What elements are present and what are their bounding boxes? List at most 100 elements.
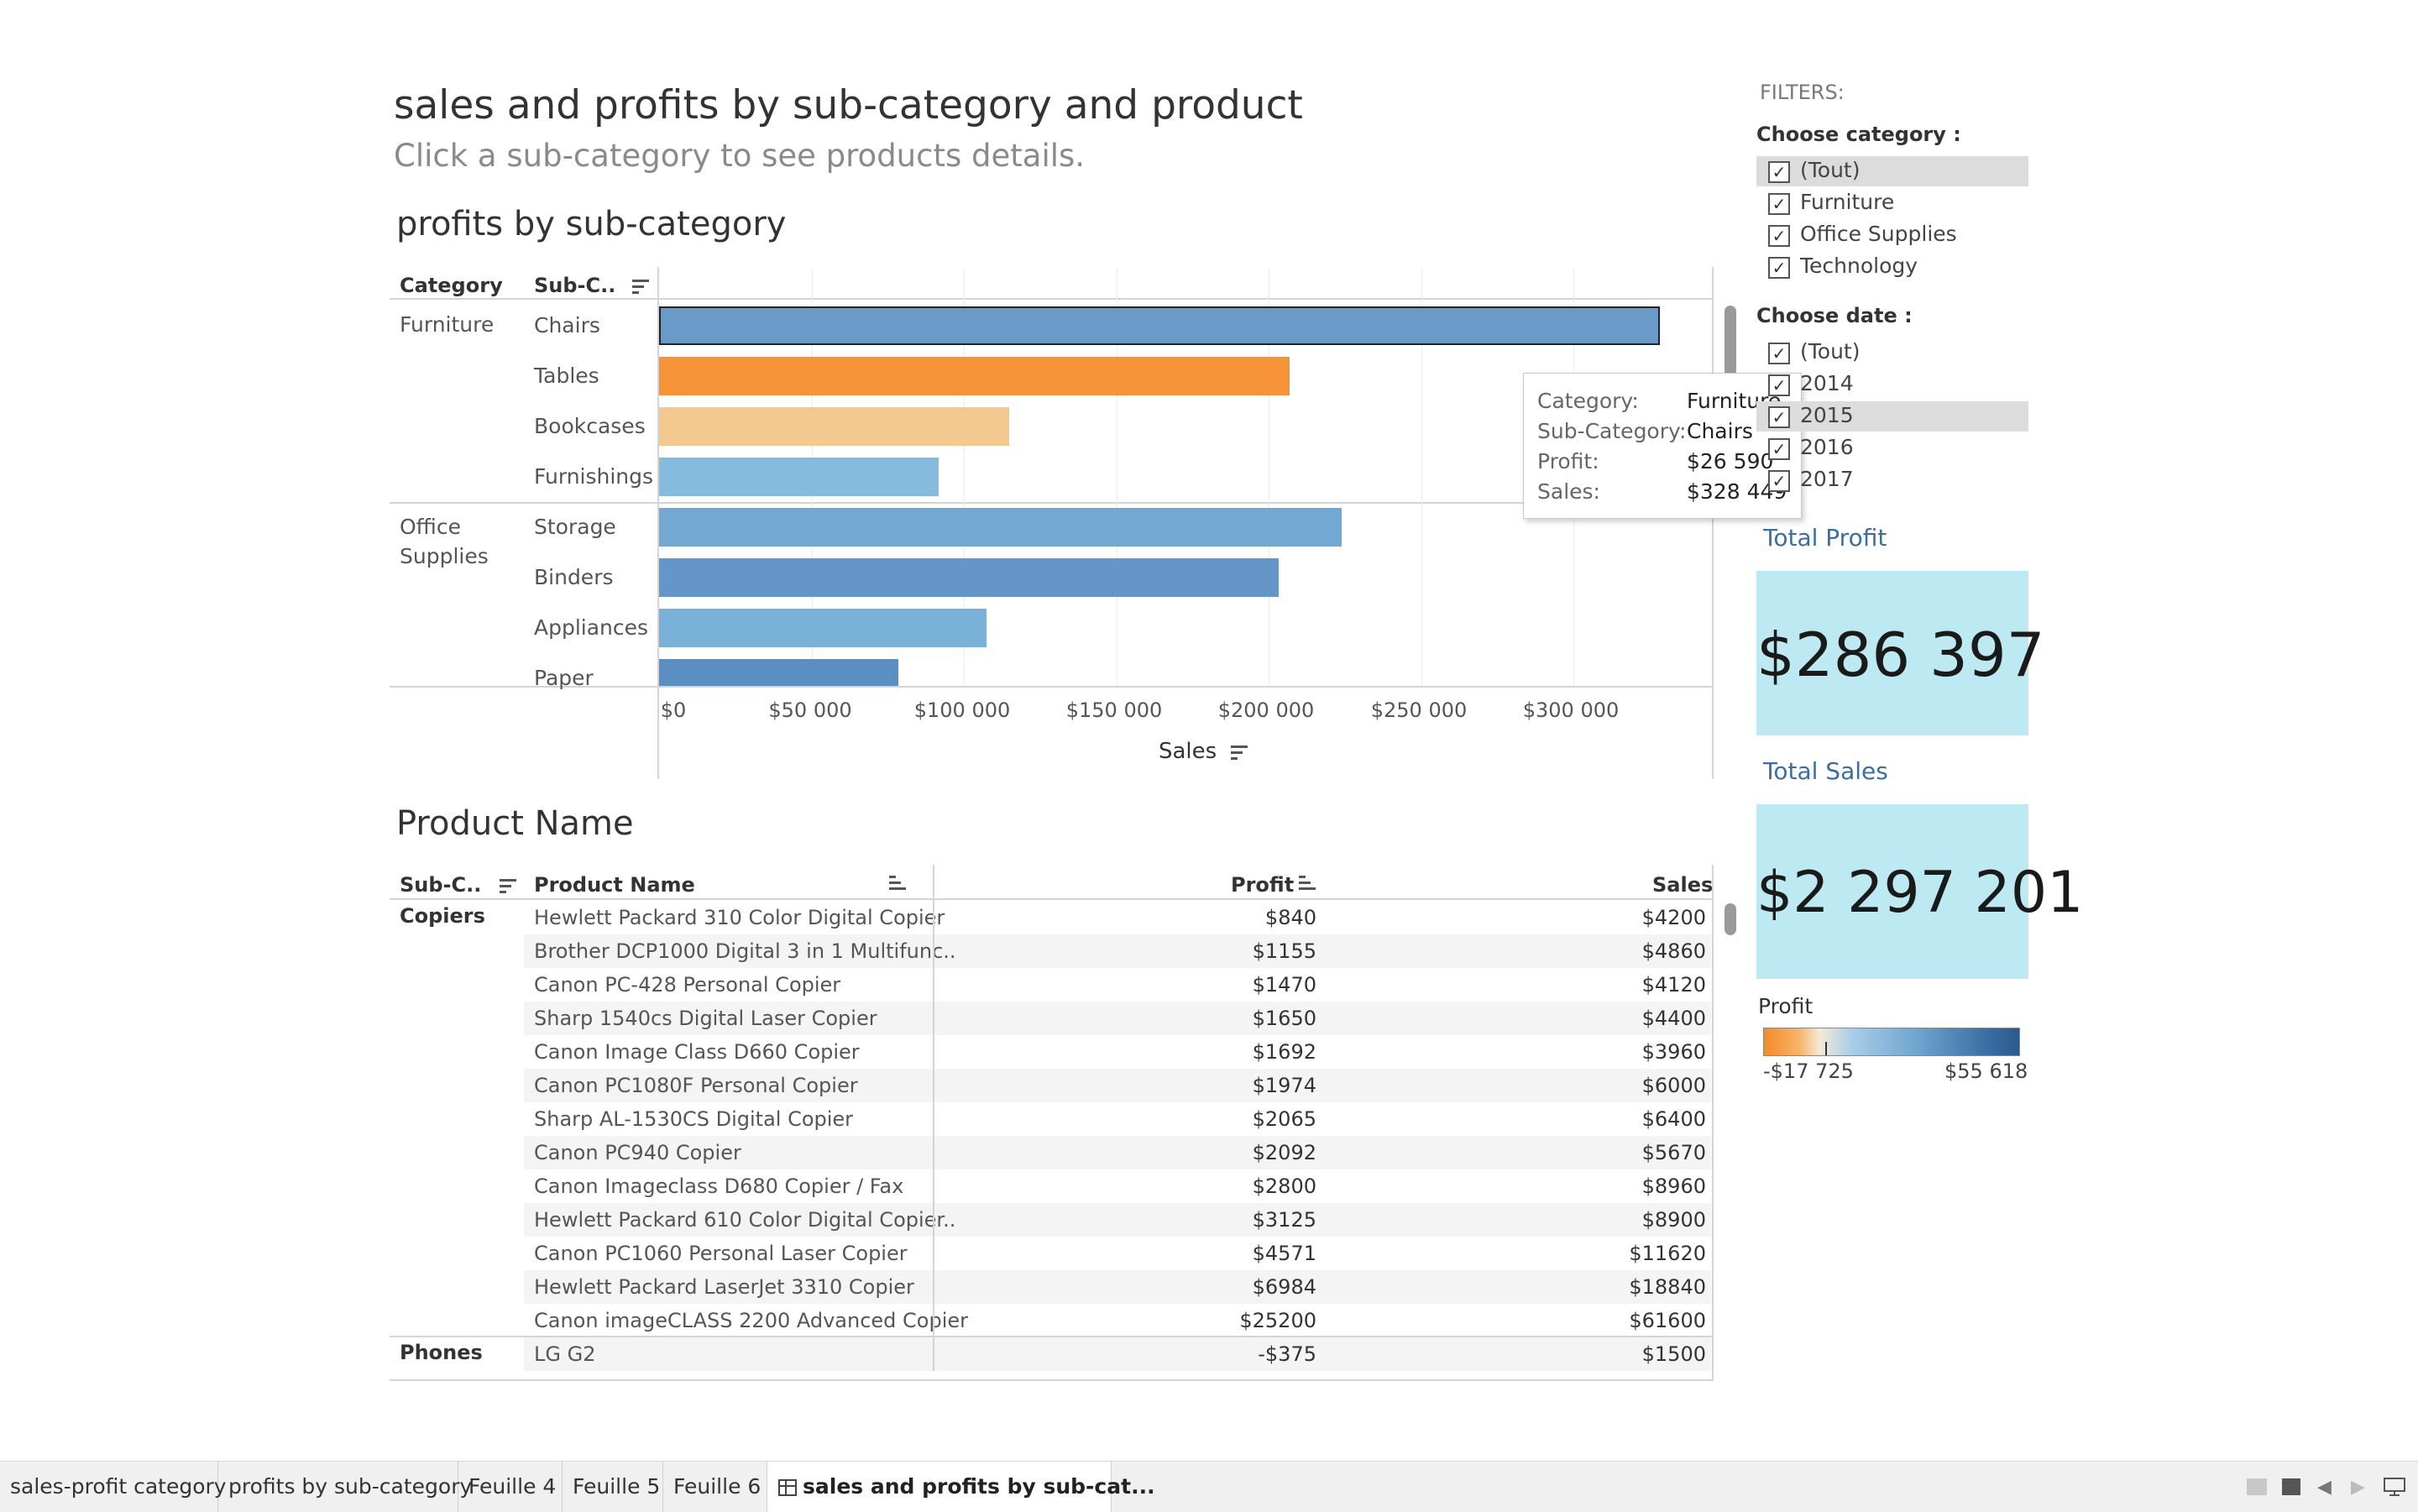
date-option-all[interactable]: ✓ (Tout) [1756, 337, 2028, 368]
category-option-furniture[interactable]: ✓ Furniture [1756, 188, 2028, 218]
category-option-label: Office Supplies [1800, 222, 1957, 246]
product-sales: $8960 [1641, 1175, 1706, 1198]
tab-feuille-5[interactable]: Feuille 5 [563, 1462, 663, 1512]
table-row[interactable]: Sharp 1540cs Digital Laser Copier $1650 … [524, 1002, 1711, 1035]
subcategory-header-label: Sub-C.. [534, 274, 616, 297]
x-axis-title[interactable]: Sales [1159, 739, 1250, 764]
subcategory-label[interactable]: Storage [534, 515, 616, 539]
table-row[interactable]: Canon PC1060 Personal Laser Copier $4571… [524, 1237, 1711, 1270]
table-row[interactable]: Canon Image Class D660 Copier $1692 $396… [524, 1035, 1711, 1069]
date-option-2015[interactable]: ✓ 2015 [1756, 401, 2028, 432]
category-option-office-supplies[interactable]: ✓ Office Supplies [1756, 220, 2028, 250]
tab-feuille-6[interactable]: Feuille 6 [663, 1462, 767, 1512]
axis-tick-label: $300 000 [1522, 698, 1620, 722]
subcategory-label[interactable]: Furnishings [534, 464, 654, 489]
subcategory-label[interactable]: Chairs [534, 313, 600, 337]
table-group-phones: Phones [400, 1341, 483, 1364]
bar-tables[interactable] [659, 357, 1290, 395]
bar-bookcases[interactable] [659, 407, 1009, 446]
bar-chairs[interactable] [659, 306, 1661, 345]
product-name: Hewlett Packard 610 Color Digital Copier… [534, 1208, 956, 1232]
total-sales-card[interactable]: $2 297 201 [1756, 804, 2084, 979]
date-option-label: 2017 [1800, 467, 1854, 491]
sort-icon[interactable] [1228, 743, 1250, 761]
checkbox-icon[interactable]: ✓ [1768, 438, 1790, 460]
subcategory-label[interactable]: Tables [534, 364, 599, 388]
checkbox-icon[interactable]: ✓ [1768, 193, 1790, 215]
bar-furnishings[interactable] [659, 458, 939, 496]
product-name: Canon Imageclass D680 Copier / Fax [534, 1175, 904, 1198]
checkbox-icon[interactable]: ✓ [1768, 257, 1790, 279]
table-row[interactable]: Sharp AL-1530CS Digital Copier $2065 $64… [524, 1102, 1711, 1136]
table-row[interactable]: Canon PC940 Copier $2092 $5670 [524, 1136, 1711, 1169]
category-option-all[interactable]: ✓ (Tout) [1756, 156, 2028, 186]
table-product-header[interactable]: Product Name [534, 873, 695, 897]
subcategory-label[interactable]: Bookcases [534, 414, 646, 438]
product-profit: $2065 [1252, 1107, 1316, 1131]
category-option-technology[interactable]: ✓ Technology [1756, 252, 2028, 282]
subcategory-column-header[interactable]: Sub-C.. [534, 274, 652, 297]
date-option-2016[interactable]: ✓ 2016 [1756, 433, 2028, 463]
table-row[interactable]: Hewlett Packard LaserJet 3310 Copier $69… [524, 1270, 1711, 1304]
bar-binders[interactable] [659, 558, 1280, 597]
table-row[interactable]: Hewlett Packard 310 Color Digital Copier… [524, 901, 1711, 934]
subcategory-label[interactable]: Binders [534, 565, 614, 589]
chart-tooltip: Category: Furniture Sub-Category: Chairs… [1523, 373, 1802, 519]
sort-icon[interactable] [630, 277, 652, 296]
sort-icon[interactable] [887, 873, 908, 892]
sort-icon[interactable] [1296, 873, 1318, 892]
tab-sales-and-profits-by-sub-category[interactable]: sales and profits by sub-cat... [767, 1462, 1155, 1512]
table-row[interactable]: Canon Imageclass D680 Copier / Fax $2800… [524, 1169, 1711, 1203]
previous-sheet-icon[interactable]: ◀ [2317, 1477, 2332, 1498]
checkbox-icon[interactable]: ✓ [1768, 406, 1790, 428]
legend-title: Profit [1758, 994, 1814, 1018]
table-profit-header[interactable]: Profit [1231, 873, 1295, 897]
tab-profits-by-sub-category[interactable]: profits by sub-category [218, 1462, 472, 1512]
date-option-2014[interactable]: ✓ 2014 [1756, 369, 2028, 400]
table-row[interactable]: Canon PC1080F Personal Copier $1974 $600… [524, 1069, 1711, 1102]
total-sales-value: $2 297 201 [1756, 860, 2084, 926]
product-name: Sharp AL-1530CS Digital Copier [534, 1107, 854, 1131]
bar-appliances[interactable] [659, 609, 987, 647]
next-sheet-icon[interactable]: ▶ [2351, 1477, 2365, 1498]
table-row[interactable]: Canon imageCLASS 2200 Advanced Copier $2… [524, 1304, 1711, 1337]
checkbox-icon[interactable]: ✓ [1768, 343, 1790, 364]
bar-storage[interactable] [659, 508, 1342, 547]
table-row[interactable]: Canon PC-428 Personal Copier $1470 $4120 [524, 968, 1711, 1002]
table-row[interactable]: Brother DCP1000 Digital 3 in 1 Multifunc… [524, 934, 1711, 968]
product-sales: $61600 [1629, 1309, 1706, 1332]
checkbox-icon[interactable]: ✓ [1768, 161, 1790, 183]
total-profit-card[interactable]: $286 397 [1756, 571, 2045, 735]
sort-icon[interactable] [497, 876, 519, 895]
dashboard-icon [778, 1479, 797, 1496]
product-sales: $18840 [1629, 1275, 1706, 1299]
checkbox-icon[interactable]: ✓ [1768, 470, 1790, 492]
product-profit: $4571 [1252, 1242, 1316, 1265]
tab-feuille-4[interactable]: Feuille 4 [458, 1462, 563, 1512]
subcategory-label[interactable]: Paper [534, 666, 594, 690]
bar-paper[interactable] [659, 659, 898, 686]
category-column-header[interactable]: Category [400, 274, 503, 297]
table-row[interactable]: LG G2 -$375 $1500 [524, 1337, 1711, 1371]
checkbox-icon[interactable]: ✓ [1768, 225, 1790, 247]
legend-max: $55 618 [1944, 1059, 2028, 1083]
subcategory-label[interactable]: Appliances [534, 615, 649, 640]
category-option-label: (Tout) [1800, 158, 1861, 182]
product-profit: $1974 [1252, 1074, 1316, 1097]
table-subcategory-header[interactable]: Sub-C.. [400, 873, 519, 897]
show-filmstrip-icon[interactable] [2282, 1478, 2300, 1495]
x-axis-label: Sales [1159, 739, 1217, 764]
table-row[interactable]: Hewlett Packard 610 Color Digital Copier… [524, 1203, 1711, 1237]
tooltip-subcategory-value: Chairs [1687, 419, 1753, 443]
tooltip-profit-value: $26 590 [1687, 449, 1774, 473]
tab-sales-profit-category[interactable]: sales-profit category [0, 1462, 227, 1512]
table-right-border [1712, 865, 1714, 1381]
show-sheet-sorter-icon[interactable] [2247, 1478, 2267, 1495]
product-sales: $4200 [1641, 906, 1706, 929]
checkbox-icon[interactable]: ✓ [1768, 374, 1790, 396]
table-scrollbar[interactable] [1725, 903, 1736, 935]
date-option-2017[interactable]: ✓ 2017 [1756, 465, 2028, 495]
presentation-mode-icon[interactable] [2383, 1477, 2406, 1497]
chart-scrollbar[interactable] [1725, 306, 1736, 378]
table-sales-header[interactable]: Sales [1652, 873, 1714, 897]
